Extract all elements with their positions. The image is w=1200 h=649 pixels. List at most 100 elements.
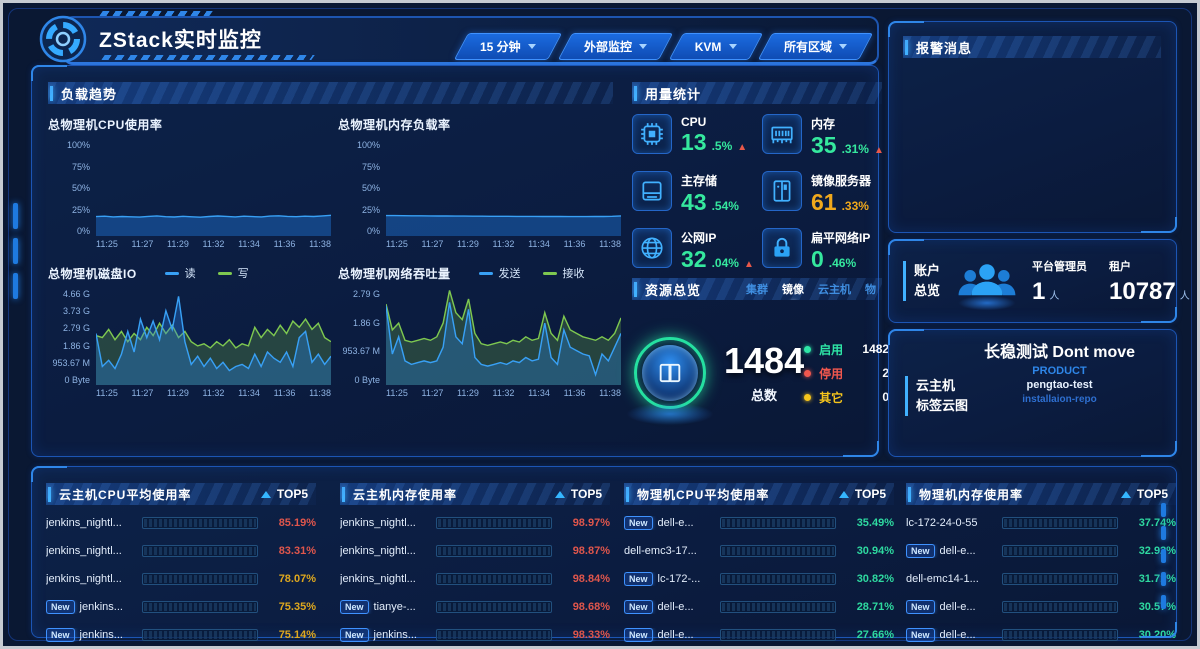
dropdown-label: 外部监控 [583,40,632,54]
chart-y-axis: 4.66 G 3.73 G 2.79 G 1.86 G 953.67 M 0 Byte [48,289,96,385]
x-tick-label: 11:38 [599,239,621,249]
top5-sort-control[interactable]: TOP5 [260,487,316,501]
usage-value-decimal: .46% [828,256,857,270]
top5-row: New dell-e... 32.92% [906,541,1178,561]
header-accent-bar [634,85,637,101]
chevron-down-icon [839,44,848,49]
resource-overview-body: 1484 总数 启用 1482 停用 2 其它 0 [623,318,889,428]
accounts-panel: 账户 总览 平台管理员 1 人 租户 10787 人 [888,239,1190,323]
dropdown-zone[interactable]: 所有区域 [758,33,874,60]
x-tick-label: 11:27 [131,388,154,398]
account-stat-value: 1 [1032,278,1046,305]
resource-name-text: dell-e... [657,629,694,641]
left-edge-decor [13,203,18,299]
resource-tab-1[interactable]: 镜像 [782,281,804,297]
resource-name-text: jenkins_nightl... [340,517,416,529]
dropdown-time-range[interactable]: 15 分钟 [453,33,562,60]
legend-item[interactable]: 写 [217,265,249,281]
x-tick-label: 11:27 [131,239,154,249]
new-badge: New [624,572,653,586]
legend-value: 2 [882,366,890,380]
alarm-panel: 报警消息 [888,21,1177,233]
tag-2[interactable]: pengtao-test [1026,379,1093,392]
users-group-icon [956,255,1019,311]
legend-item[interactable]: 读 [164,265,196,281]
usage-percent: 30.82% [856,573,894,585]
usage-value: 35 [811,132,837,158]
usage-item-4: 公网IP 32 .04% ▲ [632,228,762,272]
rise-arrow-icon: ▲ [737,142,748,153]
top5-sort-control[interactable]: TOP5 [1120,487,1176,501]
y-tick-label: 4.66 G [62,289,90,299]
top5-table-title: 云主机内存使用率 [353,487,458,502]
usage-percent: 27.66% [856,629,894,641]
cpu-icon [632,114,672,154]
resource-name: New dell-e... [624,628,720,642]
usage-gauge [142,601,258,613]
legend-item[interactable]: 发送 [478,265,521,281]
chart-legend: 读写 [164,265,249,281]
triangle-up-icon [838,490,849,498]
account-stat-label: 租户 [1109,261,1132,273]
resource-tab-3[interactable]: 物 [865,284,876,296]
gauge-track [144,575,256,583]
y-tick-label: 75% [361,161,380,172]
dropdown-label: 所有区域 [784,40,833,54]
usage-percent: 31.71% [1138,573,1176,585]
y-tick-label: 100% [356,140,380,150]
usage-value-decimal: .31% [841,142,869,156]
dropdown-monitor-source[interactable]: 外部监控 [557,33,673,60]
tag-0[interactable]: 长稳测试 Dont move [983,344,1136,361]
accounts-title: 账户 总览 [903,260,940,302]
x-tick-label: 11:29 [167,239,189,249]
usage-gauge [1002,517,1118,529]
chart-y-axis: 2.79 G 1.86 G 953.67 M 0 Byte [338,289,386,385]
new-badge: New [46,600,75,614]
tag-1[interactable]: PRODUCT [1032,364,1087,377]
chevron-down-icon [527,44,536,49]
legend-value: 0 [882,390,890,404]
y-tick-label: 25% [71,204,90,215]
usage-percent: 98.87% [572,545,610,557]
new-badge: New [624,600,653,614]
gauge-track [722,575,834,583]
resource-total-block: 1484 总数 [724,342,804,404]
header-accent-bar [634,281,637,297]
resource-name-text: jenkins_nightl... [340,573,416,585]
chart-title: 总物理机CPU使用率 [48,117,163,132]
chevron-down-icon [638,44,647,49]
usage-percent: 37.74% [1138,517,1176,529]
usage-percent: 30.57% [1138,601,1176,613]
lock-icon [762,228,802,268]
load-trends-header: 负载趋势 [48,82,613,104]
usage-gauge [720,573,836,585]
usage-gauge [436,517,552,529]
x-tick-label: 11:36 [563,388,586,398]
resource-name: New jenkins... [46,628,142,642]
usage-value: 43 [681,189,707,215]
chart-legend: 发送 接收 [478,265,585,281]
resource-tab-2[interactable]: 云主机 [818,284,851,296]
dropdown-hypervisor[interactable]: KVM [668,33,763,60]
tag-3[interactable]: installaion-repo [1022,394,1097,406]
usage-percent: 35.49% [856,517,894,529]
legend-item[interactable]: 接收 [542,265,585,281]
gauge-track [438,631,550,639]
usage-label: 镜像服务器 [811,174,872,188]
x-tick-label: 11:36 [563,239,586,249]
x-tick-label: 11:27 [421,388,444,398]
resource-name-text: dell-e... [939,629,976,641]
resource-tab-0[interactable]: 集群 [746,284,768,296]
top5-sort-control[interactable]: TOP5 [838,487,894,501]
usage-percent: 78.07% [278,573,316,585]
image-resource-icon [642,345,698,401]
top5-table-3: 物理机内存使用率 TOP5 lc-172-24-0-55 37.74% New [906,483,1178,645]
resource-legend-row-0: 启用 1482 [804,341,889,358]
x-tick-label: 11:34 [238,388,260,398]
top5-sort-control[interactable]: TOP5 [554,487,610,501]
top5-table-header: 物理机内存使用率 TOP5 [906,483,1176,505]
gauge-track [1004,603,1116,611]
x-tick-label: 11:25 [386,388,408,398]
usage-gauge [142,545,258,557]
chevron-down-icon [728,44,737,49]
